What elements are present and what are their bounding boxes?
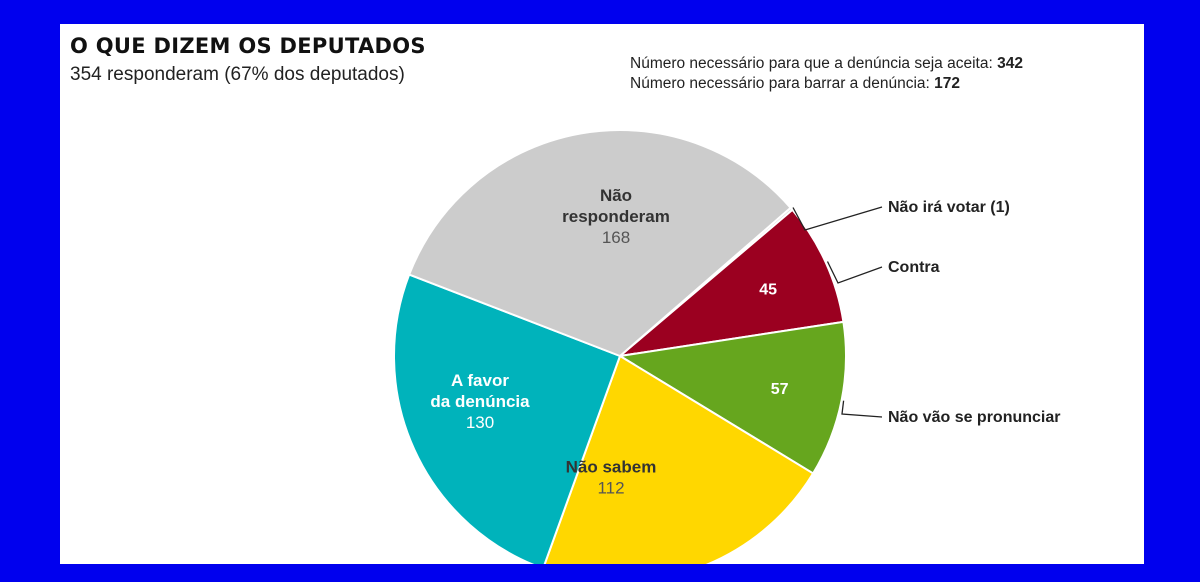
slice-label-nao-responderam-line2: responderam — [562, 207, 670, 226]
pie-chart: Não irá votar (1) Contra 45 Não vão se pron… — [393, 129, 1061, 564]
info-block-value: 172 — [934, 75, 961, 92]
leader-line-nao-ira-votar-1 — [792, 206, 883, 231]
slice-label-nao-sabem: Não sabem — [566, 458, 657, 477]
slice-value-nao-vao-se-pronunciar: 57 — [771, 381, 789, 398]
info-accept-value: 342 — [997, 55, 1023, 72]
pie-slice-nao-responderam — [407, 129, 793, 358]
slice-label-nao-ira-votar-1: Não irá votar (1) — [888, 199, 1010, 216]
slice-label-contra: Contra — [888, 259, 940, 276]
pie-slice-nao-sabem — [543, 354, 815, 564]
info-block-label: Número necessário para barrar a denúncia… — [630, 75, 930, 92]
pie-slice-contra — [616, 208, 845, 358]
slice-label-a-favor-da-denuncia-line2: da denúncia — [430, 392, 530, 411]
slice-value-nao-responderam: 168 — [602, 228, 630, 247]
pie-slice-a-favor-da-denuncia — [393, 273, 622, 564]
pie-slice-nao-vao-se-pronunciar — [617, 320, 847, 475]
info-box: Número necessário para que a denúncia se… — [630, 54, 1023, 94]
chart-title: O QUE DIZEM OS DEPUTADOS — [70, 34, 426, 58]
leader-line-contra — [826, 261, 883, 284]
slice-value-a-favor-da-denuncia: 130 — [466, 413, 494, 432]
slice-value-nao-sabem: 112 — [597, 479, 624, 498]
info-line-accept: Número necessário para que a denúncia se… — [630, 54, 1023, 74]
leader-line-nao-vao-se-pronunciar — [841, 400, 883, 418]
chart-subtitle: 354 responderam (67% dos deputados) — [70, 64, 405, 85]
chart-card: O QUE DIZEM OS DEPUTADOS 354 responderam… — [60, 24, 1144, 564]
slice-label-nao-vao-se-pronunciar: Não vão se pronunciar — [888, 409, 1061, 426]
info-line-block: Número necessário para barrar a denúncia… — [630, 74, 1023, 94]
info-accept-label: Número necessário para que a denúncia se… — [630, 55, 993, 72]
slice-label-a-favor-da-denuncia-line1: A favor — [451, 371, 509, 390]
slice-label-nao-responderam-line1: Não — [600, 186, 632, 205]
slice-value-contra: 45 — [759, 282, 777, 299]
